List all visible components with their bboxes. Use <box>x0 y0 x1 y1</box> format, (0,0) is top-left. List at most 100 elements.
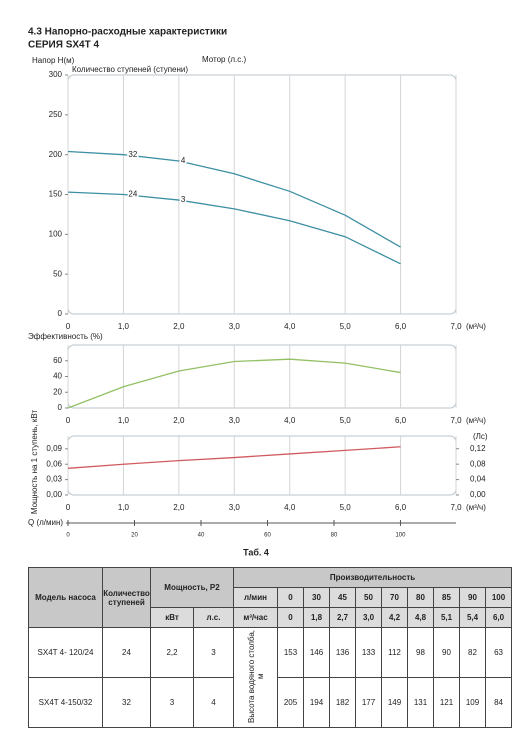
table-row: SX4T 4- 120/24 24 2,2 3 Высота водяного стол… <box>28 627 513 728</box>
motor-value: 3 <box>181 195 186 204</box>
y2-tick-label: 0,00 <box>470 490 486 499</box>
table-cell: Мощность, P2 <box>150 567 234 608</box>
table-cell: 82 <box>459 627 486 678</box>
y-tick-label: 0,09 <box>46 444 62 453</box>
table-cell: 153 <box>277 627 304 678</box>
motor-value: 4 <box>181 156 186 165</box>
flow-tick-label: 60 <box>264 533 271 539</box>
table-cell: 80 <box>407 587 434 608</box>
table-cell: 70 <box>381 587 408 608</box>
table-cell: Производительность <box>232 567 513 588</box>
stages-label: Количество ступеней (ступени) <box>72 65 188 74</box>
cell-text: Высота водяного столба, м <box>246 630 265 723</box>
table-cell: 2,7 <box>329 607 356 628</box>
table-cell: Высота водяного столба, м <box>233 627 278 728</box>
line <box>67 191 401 265</box>
table-cell: 131 <box>407 677 434 728</box>
x-tick-label: 3,0 <box>229 416 241 425</box>
table-cell: 136 <box>329 627 356 678</box>
y2-axis-label: (Лс) <box>473 432 488 441</box>
x-tick-label: 7,0 <box>450 416 462 425</box>
table-cell: 109 <box>459 677 486 728</box>
y-tick-label: 0,00 <box>46 490 62 499</box>
table-cell: Модель насоса <box>28 567 103 628</box>
x-axis-label: (м³/ч) <box>466 416 486 425</box>
x-tick-label: 7,0 <box>450 322 462 331</box>
y-tick-label: 50 <box>53 269 62 278</box>
table-cell: 205 <box>277 677 304 728</box>
x-tick-label: 2,0 <box>173 503 185 512</box>
y-tick-label: 40 <box>53 372 62 381</box>
table-cell: 0 <box>277 607 304 628</box>
table-cell: 4,2 <box>381 607 408 628</box>
x-axis-label: (м³/ч) <box>466 322 486 331</box>
table-cell: 3 <box>193 627 234 678</box>
x-tick-label: 2,0 <box>173 416 185 425</box>
table-cell: 32 <box>102 677 151 728</box>
y-tick-label: 0,03 <box>46 475 62 484</box>
series-label: 32 <box>128 150 137 159</box>
x-tick-label: 5,0 <box>340 416 352 425</box>
table-cell: 84 <box>484 677 513 728</box>
x-tick-label: 6,0 <box>395 416 407 425</box>
table-cell: 133 <box>355 627 382 678</box>
table-cell: 146 <box>303 627 330 678</box>
x-tick-label: 3,0 <box>229 322 241 331</box>
table-cell: 1,8 <box>303 607 330 628</box>
y-tick-label: 250 <box>49 110 63 119</box>
y-axis-label: Эффективность (%) <box>28 332 103 341</box>
y-axis-label: Мощность на 1 ступень, кВт <box>30 410 39 515</box>
table-cell: 50 <box>355 587 382 608</box>
line <box>67 446 401 469</box>
table-cell: 30 <box>303 587 330 608</box>
y-tick-label: 60 <box>53 356 62 365</box>
table-cell: 0 <box>277 587 304 608</box>
table-cell: 4 <box>193 677 234 728</box>
x-axis-label: (м³/ч) <box>466 503 486 512</box>
section-title: 4.3 Напорно-расходные характеристики <box>28 27 227 38</box>
line <box>67 358 401 409</box>
y2-tick-label: 0,04 <box>470 475 486 484</box>
flow-tick-label: 20 <box>131 533 138 539</box>
table-cell: SX4T 4-150/32 <box>28 677 103 728</box>
table-cell: 98 <box>407 627 434 678</box>
table-cell: 177 <box>355 677 382 728</box>
x-tick-label: 4,0 <box>284 322 296 331</box>
x-tick-label: 0 <box>66 322 71 331</box>
x-tick-label: 7,0 <box>450 503 462 512</box>
table-title: Таб. 4 <box>243 547 269 557</box>
table-cell: 121 <box>433 677 460 728</box>
table-cell: кВт <box>150 607 194 628</box>
table-cell: м³/час <box>233 607 278 628</box>
flow-tick-label: 40 <box>198 533 205 539</box>
y2-tick-label: 0,12 <box>470 444 486 453</box>
y-tick-label: 150 <box>49 190 63 199</box>
table-cell: 63 <box>484 627 513 678</box>
table-cell: 4,8 <box>407 607 434 628</box>
y-tick-label: 300 <box>49 70 63 79</box>
y-axis-label: Напор H(м) <box>32 56 75 65</box>
x-tick-label: 0 <box>66 503 71 512</box>
table-cell: 5,4 <box>459 607 486 628</box>
table-cell: л/мин <box>233 587 278 608</box>
plot-frame <box>67 435 457 496</box>
x-tick-label: 4,0 <box>284 503 296 512</box>
table-cell: Количество ступеней <box>102 567 151 628</box>
table-cell: 24 <box>102 627 151 678</box>
table-cell: 182 <box>329 677 356 728</box>
table-cell: л.с. <box>193 607 234 628</box>
y-tick-label: 0 <box>58 403 63 412</box>
flow-tick-label: 80 <box>331 533 338 539</box>
table-cell: 3,0 <box>355 607 382 628</box>
x-tick-label: 1,0 <box>118 416 130 425</box>
table-cell: SX4T 4- 120/24 <box>28 627 103 678</box>
flow-tick-label: 100 <box>395 533 406 539</box>
x-tick-label: 0 <box>66 416 71 425</box>
table-cell: 6,0 <box>484 607 513 628</box>
y-tick-label: 20 <box>53 387 62 396</box>
x-tick-label: 6,0 <box>395 322 407 331</box>
line <box>67 150 401 248</box>
series-label: 24 <box>128 190 137 199</box>
table-cell: 5,1 <box>433 607 460 628</box>
